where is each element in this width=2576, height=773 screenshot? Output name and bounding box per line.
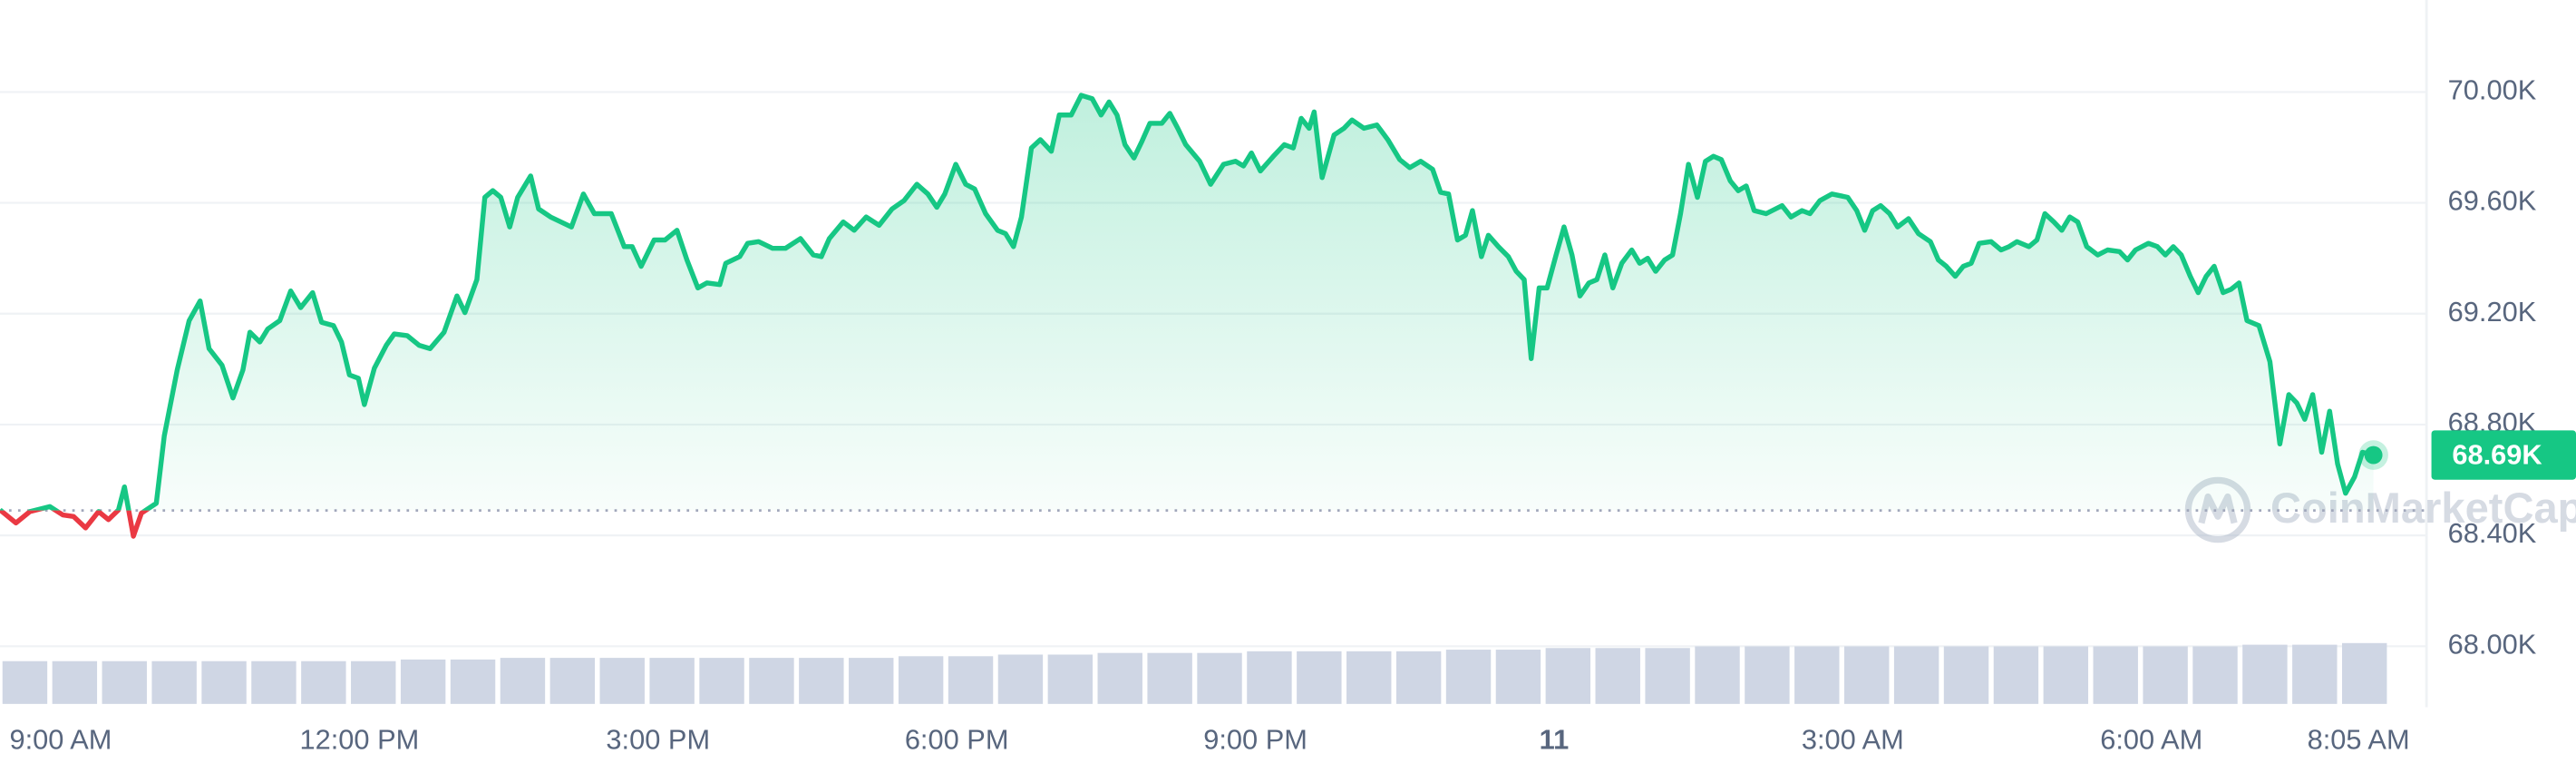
- volume-bar: [1893, 646, 1939, 704]
- volume-bar: [1794, 646, 1840, 704]
- volume-bar: [1595, 648, 1640, 704]
- volume-bar: [849, 658, 894, 704]
- volume-bar: [549, 658, 596, 704]
- volume-bar: [997, 654, 1044, 704]
- x-tick-label: 9:00 PM: [1203, 724, 1307, 756]
- volume-bar: [2143, 646, 2188, 704]
- y-tick-label: 68.40K: [2448, 517, 2537, 549]
- volume-bar: [1147, 652, 1192, 704]
- x-tick-label: 9:00 AM: [9, 724, 112, 756]
- volume-bar: [1445, 650, 1492, 704]
- volume-bar: [251, 660, 296, 704]
- x-tick-label: 3:00 AM: [1802, 724, 1904, 756]
- volume-bar: [102, 660, 147, 704]
- volume-bar: [351, 660, 396, 704]
- line-layer: [0, 93, 2427, 539]
- y-tick-label: 69.20K: [2448, 296, 2537, 328]
- volume-bar: [1297, 651, 1342, 704]
- volume-bar: [1545, 648, 1591, 704]
- x-tick-label: 8:05 AM: [2308, 724, 2410, 756]
- volume-bar: [1197, 652, 1242, 704]
- volume-bar: [1495, 650, 1541, 704]
- volume-bar: [301, 660, 346, 704]
- volume-bar: [52, 660, 98, 704]
- volume-bar: [1097, 652, 1142, 704]
- volume-bar: [2342, 642, 2387, 704]
- volume-bar: [2192, 646, 2238, 704]
- volume-bar: [948, 656, 994, 704]
- current-price-tag: [2431, 430, 2576, 480]
- area-fill: [0, 95, 2374, 511]
- volume-bar: [2242, 644, 2288, 704]
- current-price-label: 68.69K: [2452, 438, 2542, 470]
- price-line-up: [0, 93, 2375, 511]
- y-tick-label: 69.60K: [2448, 185, 2537, 217]
- volume-bar: [1395, 651, 1442, 704]
- x-tick-label: 6:00 AM: [2100, 724, 2202, 756]
- volume-bar: [400, 659, 446, 704]
- volume-bar: [1993, 646, 2039, 704]
- volume-layer: [2, 642, 2387, 704]
- y-tick-label: 70.00K: [2448, 74, 2537, 106]
- x-tick-label: 12:00 PM: [299, 724, 419, 756]
- label-layer: 68.00K68.40K68.80K69.20K69.60K70.00K9:00…: [9, 74, 2576, 756]
- volume-bar: [1695, 646, 1740, 704]
- volume-bar: [450, 659, 496, 704]
- volume-bar: [2, 660, 48, 704]
- volume-bar: [898, 656, 944, 704]
- last-point: [2364, 445, 2383, 465]
- volume-bar: [1943, 646, 1989, 704]
- volume-bar: [799, 658, 844, 704]
- volume-bar: [699, 658, 744, 704]
- volume-bar: [599, 658, 645, 704]
- volume-bar: [1645, 648, 1690, 704]
- x-tick-label: 11: [1540, 724, 1570, 756]
- x-tick-label: 6:00 PM: [905, 724, 1009, 756]
- volume-bar: [201, 660, 247, 704]
- y-tick-label: 68.00K: [2448, 628, 2537, 660]
- volume-bar: [1844, 646, 1890, 704]
- volume-bar: [1346, 651, 1392, 704]
- volume-bar: [2093, 646, 2138, 704]
- volume-bar: [2292, 644, 2338, 704]
- volume-bar: [500, 658, 546, 704]
- volume-bar: [649, 658, 695, 704]
- volume-bar: [151, 660, 197, 704]
- volume-bar: [1247, 651, 1292, 704]
- x-tick-label: 3:00 PM: [606, 724, 710, 756]
- volume-bar: [2043, 646, 2089, 704]
- volume-bar: [749, 658, 794, 704]
- volume-bar: [1047, 654, 1094, 704]
- volume-bar: [1745, 646, 1790, 704]
